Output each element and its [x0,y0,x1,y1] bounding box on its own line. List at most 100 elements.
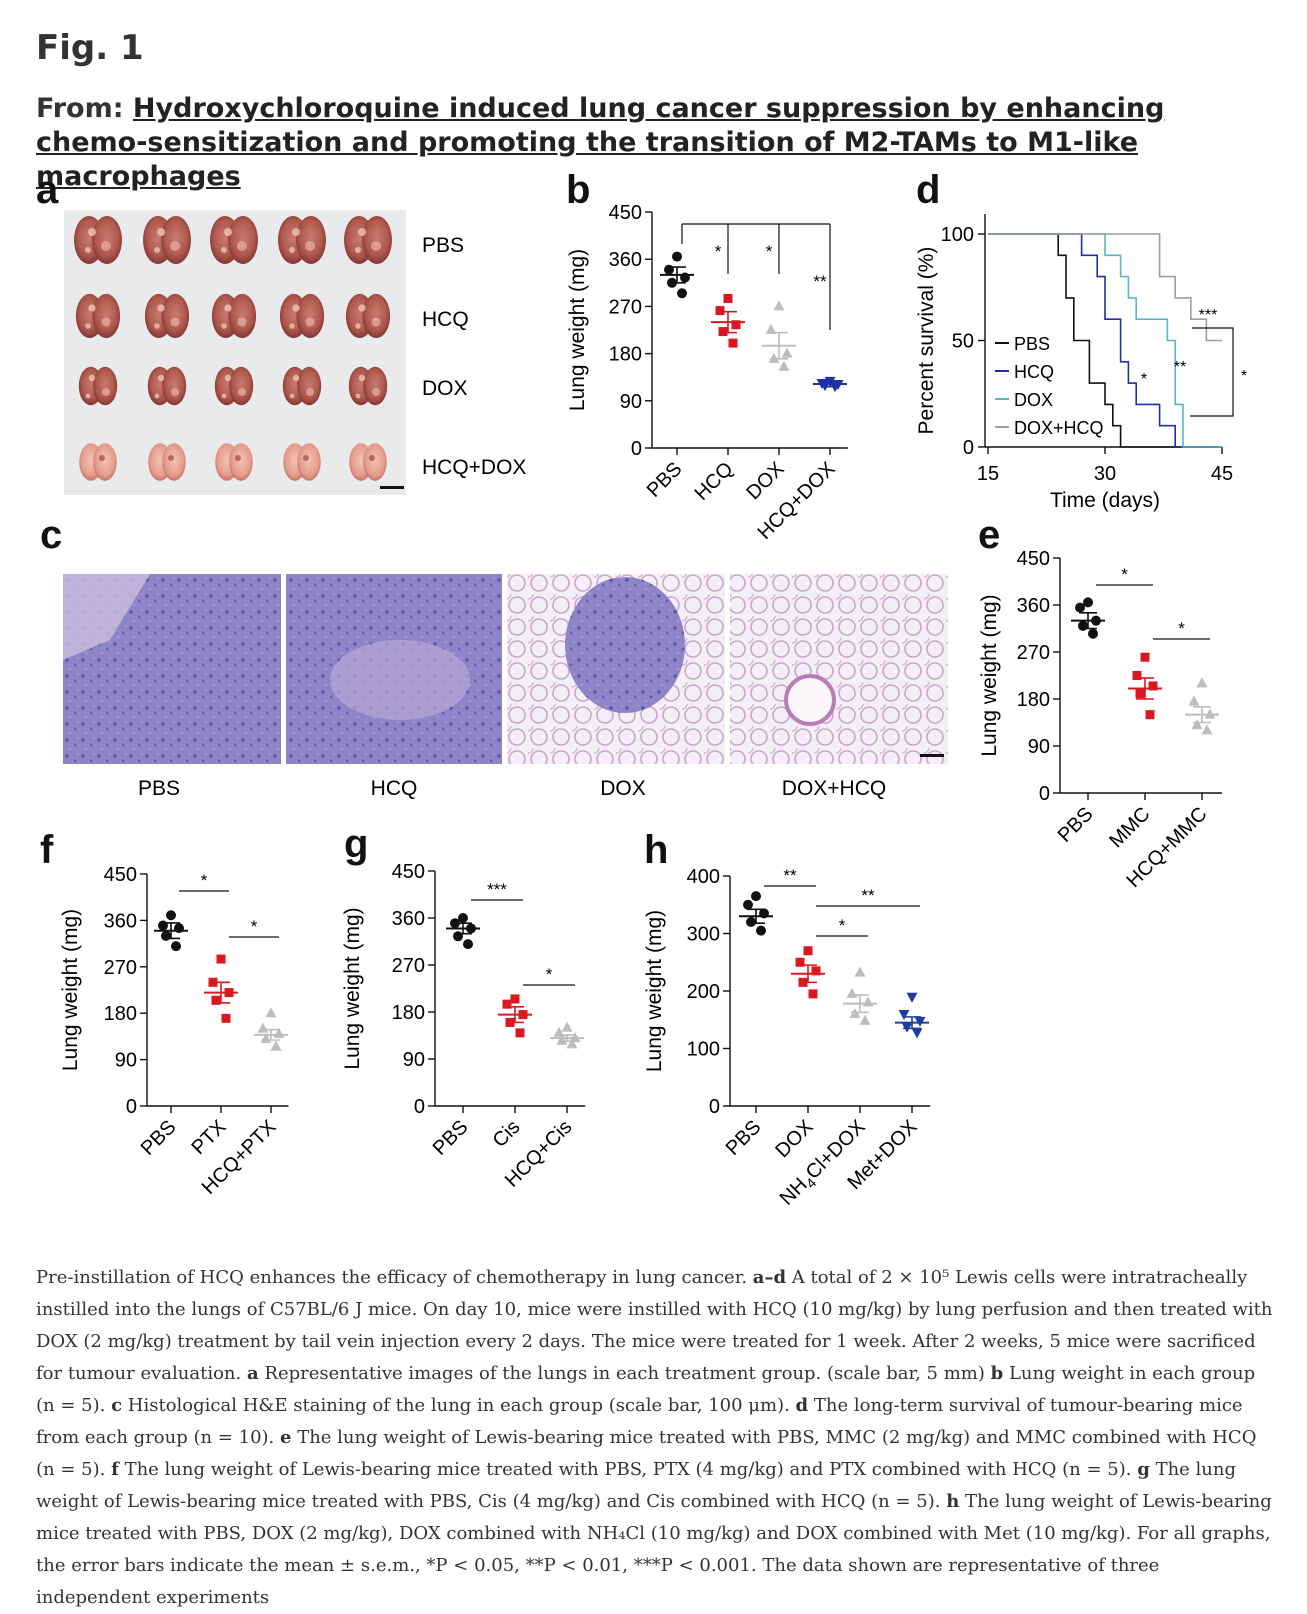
significance-label: *** [1199,307,1218,324]
group-HCQ+PTX [254,1007,288,1051]
y-tick-label: 0 [414,1096,425,1118]
y-tick-label: 300 [687,924,720,946]
data-point [458,913,468,923]
data-point [211,995,221,1005]
caption-text-d: The long-term survival of tumour-bearing… [36,1395,1243,1448]
x-tick-label: Cis [489,1116,525,1152]
y-tick-label: 360 [104,910,137,932]
data-point [1188,695,1200,706]
group-HCQ+DOX [813,376,847,393]
histology-label-hcq: HCQ [371,777,418,800]
group-Cis [498,994,532,1038]
x-tick-label: PBS [643,458,687,502]
figure-caption: Pre-instillation of HCQ enhances the eff… [36,1262,1276,1614]
scale-bar [920,754,944,757]
panel-letter-d: d [916,168,941,212]
y-axis-label: Lung weight (mg) [566,249,589,411]
group-PBS [154,910,188,952]
lung-specimen [278,216,326,264]
y-tick-label: 360 [392,908,425,930]
data-point [463,939,473,950]
data-point [808,989,818,999]
x-tick-label: PBS [137,1116,181,1160]
data-point [270,1040,282,1051]
histology-label-pbs: PBS [138,777,180,800]
data-point [778,360,790,371]
data-point [728,338,738,348]
caption-label-b: b [990,1363,1004,1384]
data-point [1132,671,1142,680]
lung-specimen [210,216,258,264]
lung-specimen [79,443,117,481]
y-tick-label: 100 [941,224,974,246]
data-point [216,954,226,964]
chart-panel-d: 0 50 100 15 30 45 Time (days) Percent survival … [915,214,1247,512]
y-tick-label: 0 [963,437,974,459]
data-point [1191,719,1203,730]
lung-specimen [348,366,388,406]
from-label: From: [36,93,124,124]
significance-label: * [766,242,773,261]
survival-line-DOX [988,233,1222,448]
lung-specimen [74,216,122,264]
significance-bracket [1190,327,1234,417]
caption-label-e: e [280,1427,292,1448]
data-point [556,1034,568,1045]
data-point [773,300,785,311]
y-tick-label: 450 [104,864,137,886]
data-point [1075,602,1085,613]
panel-letter-c: c [40,513,63,557]
caption-text-b: Lung weight in each group (n = 5). [36,1363,1256,1416]
group-NH4Cl+DOX [843,966,877,1025]
data-point [265,1007,277,1018]
y-tick-label: 0 [709,1096,720,1118]
article-title-link[interactable]: Hydroxychloroquine induced lung cancer s… [36,93,1165,192]
lung-specimen [283,443,321,481]
x-tick-label: PBS [1054,803,1098,847]
caption-text-ad: A total of 2 × 10⁵ Lewis cells were intr… [36,1267,1273,1384]
lung-specimen [147,366,187,406]
histology-pbs-lumen [63,574,150,660]
panel-letter-a: a [36,168,59,212]
data-point [795,957,805,967]
data-point [803,946,813,956]
chart-panel-b: 0 90 180 270 360 450 Lung weight (mg) PBS HCQ DOX… [566,202,848,544]
row-label-hcq-dox: HCQ+DOX [422,456,526,479]
data-point [859,1014,871,1025]
caption-intro: Pre-instillation of HCQ enhances the eff… [36,1267,748,1288]
y-tick-label: 0 [1039,783,1050,805]
lung-specimen [279,293,325,339]
panel-a-photo: PBS HCQ DOX HCQ+DOX [64,210,526,495]
data-point [715,306,725,316]
data-point [677,288,687,299]
group-PBS [1071,597,1105,639]
group-HCQ [711,294,745,348]
data-point [768,352,780,363]
caption-label-ad: a–d [752,1267,787,1288]
significance-label: ** [861,886,875,905]
data-point [1201,724,1213,735]
data-point [672,251,682,262]
data-point [561,1021,573,1032]
significance-label: * [1141,371,1147,388]
data-point [898,1010,910,1020]
caption-text-e: The lung weight of Lewis-bearing mice tr… [36,1427,1257,1480]
panel-letter-g: g [344,822,369,866]
data-point [171,941,181,952]
legend-label: HCQ [1014,362,1054,382]
data-point [862,996,874,1007]
significance-label: * [251,917,258,936]
x-axis-label: Time (days) [1050,489,1160,512]
y-axis-label: Lung weight (mg) [643,910,666,1072]
lung-specimen [214,366,254,406]
data-point [765,324,777,334]
caption-label-g: g [1137,1459,1150,1480]
y-tick-label: 450 [609,202,642,224]
x-tick-label: MMC [1105,803,1154,852]
x-tick-label: DOX [742,458,788,504]
data-point [453,931,463,942]
data-point [502,999,512,1009]
panel-letter-e: e [978,513,1001,557]
